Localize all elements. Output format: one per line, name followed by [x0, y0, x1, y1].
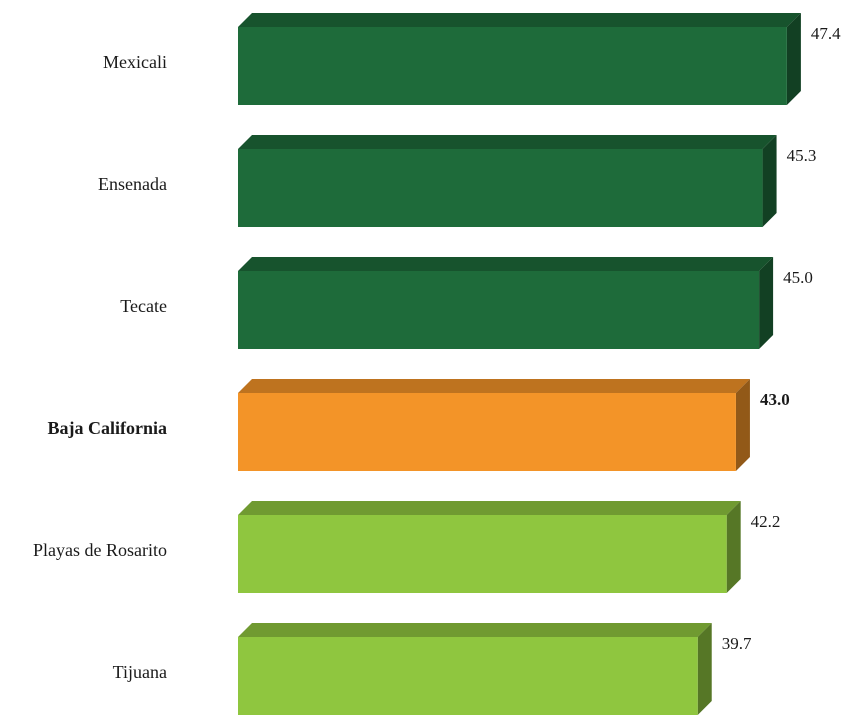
- bar-front-face: [238, 515, 727, 593]
- category-label-baja-california: Baja California: [48, 418, 168, 438]
- bar-front-face: [238, 27, 787, 105]
- bar-top-face: [238, 379, 750, 393]
- bar-tecate: [238, 257, 774, 349]
- bar-playas-de-rosarito: [238, 501, 741, 593]
- bar-baja-california: [238, 379, 750, 471]
- value-label-baja-california: 43.0: [760, 390, 790, 409]
- value-label-mexicali: 47.4: [811, 24, 841, 43]
- bar-front-face: [238, 393, 736, 471]
- category-label-mexicali: Mexicali: [103, 52, 167, 72]
- value-label-tijuana: 39.7: [722, 634, 752, 653]
- bars-group: [238, 13, 801, 715]
- value-label-playas-de-rosarito: 42.2: [751, 512, 781, 531]
- bar-top-face: [238, 135, 777, 149]
- bar-side-face: [726, 501, 741, 593]
- bar-front-face: [238, 149, 763, 227]
- bar-tijuana: [238, 623, 712, 715]
- category-label-playas-de-rosarito: Playas de Rosarito: [33, 540, 167, 560]
- bar-top-face: [238, 257, 774, 271]
- bar-side-face: [762, 135, 777, 227]
- bar-front-face: [238, 637, 698, 715]
- bar-side-face: [786, 13, 801, 105]
- category-label-ensenada: Ensenada: [98, 174, 167, 194]
- bar-ensenada: [238, 135, 777, 227]
- value-labels: 47.4 45.3 45.0 43.0 42.2 39.7: [722, 24, 841, 653]
- category-label-tijuana: Tijuana: [113, 662, 167, 682]
- bar-top-face: [238, 501, 741, 515]
- bar-side-face: [697, 623, 712, 715]
- value-label-tecate: 45.0: [783, 268, 813, 287]
- value-label-ensenada: 45.3: [787, 146, 817, 165]
- bar-side-face: [759, 257, 774, 349]
- bar-top-face: [238, 623, 712, 637]
- bar-side-face: [735, 379, 750, 471]
- bar-mexicali: [238, 13, 801, 105]
- category-label-tecate: Tecate: [120, 296, 167, 316]
- bar-front-face: [238, 271, 760, 349]
- category-labels: Mexicali Ensenada Tecate Baja California Pla…: [33, 52, 167, 682]
- bar-top-face: [238, 13, 801, 27]
